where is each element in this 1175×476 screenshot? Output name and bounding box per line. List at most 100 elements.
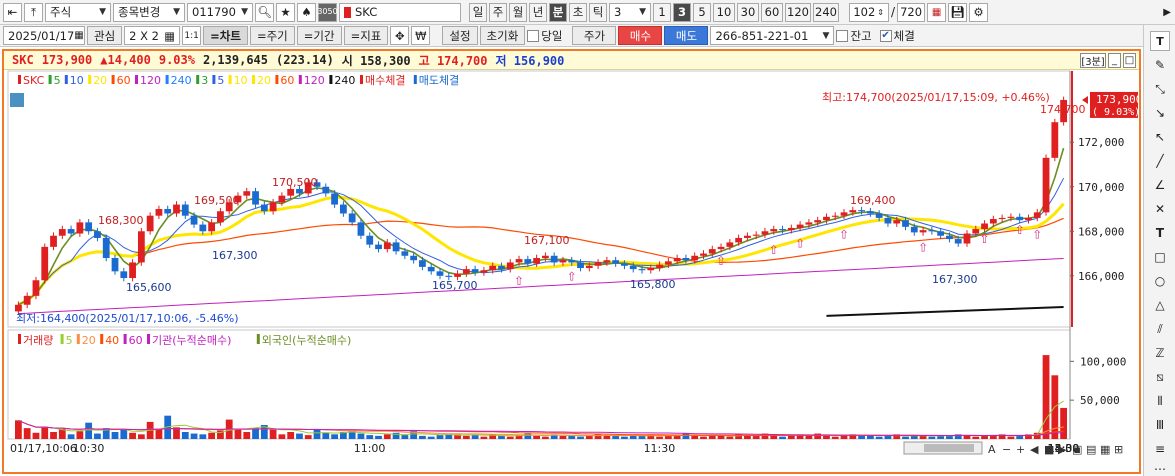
upload-icon[interactable]: ⤒ bbox=[24, 2, 43, 22]
period-tick[interactable]: 틱 bbox=[589, 2, 607, 22]
count-input[interactable]: 102 ⇕ bbox=[849, 2, 889, 22]
volume-bar bbox=[383, 434, 391, 439]
tool-pointer-icon[interactable]: ↖ bbox=[1154, 130, 1166, 144]
balance-checkbox[interactable]: 잔고 bbox=[836, 28, 872, 44]
chevron-down-icon: ▼ bbox=[173, 7, 180, 17]
interval-select[interactable]: 3 ▼ bbox=[609, 2, 651, 22]
period-week[interactable]: 주 bbox=[489, 2, 507, 22]
text-tool-t[interactable]: T bbox=[1150, 31, 1170, 51]
tool-text-icon[interactable]: T bbox=[1155, 226, 1165, 240]
legend-swatch bbox=[147, 334, 150, 344]
price-tick-label: 166,000 bbox=[1078, 270, 1124, 283]
chart-button[interactable]: =차트 bbox=[203, 26, 248, 45]
execution-checkbox[interactable]: ✔ 체결 bbox=[879, 28, 915, 44]
legend-swatch bbox=[88, 75, 92, 84]
gear-icon[interactable]: ⚙ bbox=[969, 2, 989, 22]
tool-channel-icon[interactable]: ⫽ bbox=[1157, 321, 1163, 336]
market-select[interactable]: 주식 ▼ bbox=[45, 2, 111, 22]
indicator-button[interactable]: =지표 bbox=[343, 26, 389, 45]
volume-bar bbox=[972, 436, 980, 439]
num-120[interactable]: 120 bbox=[785, 2, 811, 22]
candle-body bbox=[910, 226, 918, 233]
num-5[interactable]: 5 bbox=[693, 2, 711, 22]
period-month[interactable]: 월 bbox=[509, 2, 527, 22]
candle-body bbox=[471, 269, 479, 273]
num-60[interactable]: 60 bbox=[761, 2, 783, 22]
tool-ray-icon[interactable]: ↘ bbox=[1154, 106, 1166, 120]
period-button[interactable]: =주기 bbox=[249, 26, 295, 45]
crosshair-icon[interactable]: ✥ bbox=[390, 26, 410, 45]
volume-bar bbox=[234, 428, 242, 439]
stock-code-input[interactable]: 011790 ▼ bbox=[187, 2, 253, 22]
stock-change-select[interactable]: 종목변경 ▼ bbox=[113, 2, 185, 22]
candle-body bbox=[445, 275, 453, 277]
price-button[interactable]: 주가 bbox=[572, 26, 617, 45]
tool-trend-icon[interactable]: ⤡ bbox=[1155, 81, 1165, 96]
tool-line-icon[interactable]: ╱ bbox=[1156, 154, 1164, 168]
same-day-checkbox[interactable]: 당일 bbox=[527, 28, 562, 44]
num-1[interactable]: 1 bbox=[653, 2, 671, 22]
ratio-button[interactable]: 1:1 bbox=[182, 26, 202, 45]
sell-button[interactable]: 매도 bbox=[664, 26, 709, 45]
reset-button[interactable]: 초기화 bbox=[479, 26, 526, 45]
account-select[interactable]: 266-851-221-01 ▼ bbox=[710, 26, 835, 45]
buy-button[interactable]: 매수 bbox=[618, 26, 663, 45]
minimize-icon[interactable]: _ bbox=[1108, 53, 1121, 68]
tool-angle-icon[interactable]: ∠ bbox=[1154, 178, 1166, 192]
candle-body bbox=[849, 210, 857, 213]
tool-grid-icon[interactable]: Ⅲ bbox=[1155, 418, 1165, 432]
tool-rectangle-icon[interactable]: □ bbox=[1154, 250, 1166, 264]
candle-body bbox=[436, 271, 444, 276]
tool-circle-icon[interactable]: ○ bbox=[1154, 274, 1166, 288]
price-annotation: 165,800 bbox=[630, 278, 676, 291]
num-10[interactable]: 10 bbox=[713, 2, 735, 22]
spade-icon[interactable]: ♠ bbox=[297, 2, 316, 22]
tool-box-icon[interactable]: ⧅ bbox=[1156, 369, 1164, 384]
legend-swatch bbox=[48, 75, 52, 84]
won-button[interactable]: ₩ bbox=[411, 26, 431, 45]
tool-bars-icon[interactable]: ⦀ bbox=[1157, 393, 1163, 408]
drawing-toolbox: T ✎ ⤡ ↘ ↖ ╱ ∠ ✕ T □ ○ △ ⫽ ℤ ⧅ ⦀ Ⅲ ≡ ⋯ bbox=[1143, 25, 1175, 476]
star-icon[interactable]: ★ bbox=[276, 2, 295, 22]
candle-body bbox=[32, 280, 40, 296]
save-icon[interactable]: 💾︎ bbox=[948, 2, 968, 22]
num-30[interactable]: 30 bbox=[737, 2, 759, 22]
triangle-right-icon[interactable]: ▶ bbox=[1163, 6, 1171, 18]
zoom-control-icon: ⊞ bbox=[1114, 443, 1123, 456]
date-input[interactable]: 2025/01/17 ▦ bbox=[3, 26, 85, 45]
grid-color-icon[interactable]: ▦ bbox=[927, 2, 947, 22]
num-3[interactable]: 3 bbox=[673, 2, 691, 22]
volume-bar bbox=[638, 435, 646, 439]
time-label: 14:00 bbox=[1048, 442, 1080, 455]
restore-icon[interactable]: □ bbox=[1123, 53, 1136, 68]
candle-body bbox=[339, 204, 347, 214]
ma-120-line bbox=[18, 258, 1064, 315]
num-240[interactable]: 240 bbox=[813, 2, 839, 22]
candle-body bbox=[577, 262, 584, 269]
tool-pencil-icon[interactable]: ✎ bbox=[1154, 58, 1166, 72]
tool-fib-icon[interactable]: ≡ bbox=[1154, 442, 1166, 456]
stock-name-field[interactable]: SKC bbox=[339, 2, 461, 22]
tool-cross-icon[interactable]: ✕ bbox=[1154, 202, 1166, 216]
range-button[interactable]: =기간 bbox=[296, 26, 342, 45]
period-minute[interactable]: 분 bbox=[549, 2, 567, 22]
tool-triangle-icon[interactable]: △ bbox=[1155, 298, 1165, 312]
candle-body bbox=[50, 235, 57, 247]
period-day[interactable]: 일 bbox=[469, 2, 487, 22]
candle-body bbox=[796, 224, 804, 228]
period-year[interactable]: 년 bbox=[529, 2, 547, 22]
interest-button[interactable]: 관심 bbox=[87, 26, 123, 45]
pin-left-icon[interactable]: ⇤ bbox=[3, 2, 22, 22]
legend-swatch bbox=[135, 75, 138, 84]
grid-select[interactable]: 2 X 2 ▦ bbox=[124, 26, 181, 45]
execution-label: 체결 bbox=[893, 28, 915, 43]
period-second[interactable]: 초 bbox=[569, 2, 587, 22]
candle-body bbox=[225, 202, 233, 212]
search-icon[interactable]: 🔍︎ bbox=[255, 2, 274, 22]
tool-zigzag-icon[interactable]: ℤ bbox=[1155, 346, 1165, 360]
settings-button[interactable]: 설정 bbox=[442, 26, 478, 45]
open-value: 158,300 bbox=[360, 53, 411, 68]
candle-body bbox=[454, 273, 461, 277]
tool-more-icon[interactable]: ⋯ bbox=[1154, 462, 1166, 476]
